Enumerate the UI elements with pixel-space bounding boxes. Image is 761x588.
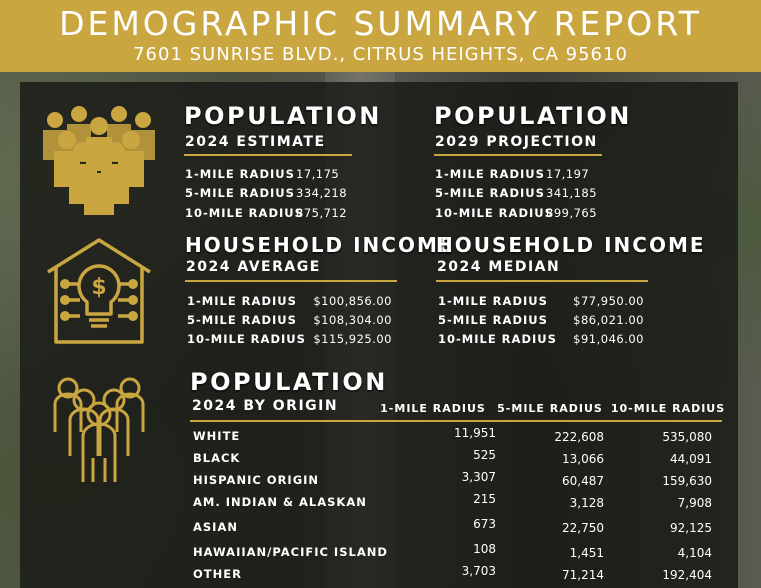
origin-row-value: 92,125 — [670, 521, 712, 535]
population-2024-title: POPULATION — [184, 102, 382, 130]
origin-row-value: 108 — [473, 542, 496, 556]
income-avg-row-value: $108,304.00 — [313, 313, 392, 327]
income-med-row-label: 5-MILE RADIUS — [438, 313, 548, 327]
pop2029-row-value: 899,765 — [546, 206, 598, 220]
pop2029-row-label: 10-MILE RADIUS — [435, 206, 554, 220]
origin-title: POPULATION — [190, 368, 388, 396]
pop2024-row-value: 334,218 — [296, 186, 348, 200]
report-address: 7601 SUNRISE BLVD., CITRUS HEIGHTS, CA 9… — [133, 44, 628, 65]
pop2024-row-value: 875,712 — [296, 206, 348, 220]
origin-row-value: 1,451 — [569, 546, 604, 560]
origin-row-value: 7,908 — [677, 496, 712, 510]
origin-row-value: 159,630 — [662, 474, 712, 488]
population-2024-rule — [184, 154, 352, 156]
origin-row-value: 13,066 — [562, 452, 604, 466]
origin-row-value: 3,128 — [569, 496, 604, 510]
report-title: DEMOGRAPHIC SUMMARY REPORT — [59, 4, 702, 43]
origin-column-header: 10-MILE RADIUS — [610, 402, 726, 415]
origin-subtitle: 2024 BY ORIGIN — [192, 398, 339, 414]
pop2024-row-label: 1-MILE RADIUS — [185, 167, 295, 181]
origin-row-value: 222,608 — [554, 430, 604, 444]
origin-row-value: 525 — [473, 448, 496, 462]
origin-row-value: 192,404 — [662, 568, 712, 582]
income-median-rule — [436, 280, 648, 282]
origin-row-value: 71,214 — [562, 568, 604, 582]
origin-row-label: HISPANIC ORIGIN — [193, 473, 320, 487]
origin-row-label: BLACK — [193, 451, 241, 465]
income-avg-row-label: 5-MILE RADIUS — [187, 313, 297, 327]
origin-row-value: 673 — [473, 517, 496, 531]
origin-row-value: 215 — [473, 492, 496, 506]
origin-column-header: 5-MILE RADIUS — [497, 402, 603, 415]
income-avg-row-value: $115,925.00 — [313, 332, 392, 346]
population-2029-title: POPULATION — [434, 102, 632, 130]
income-med-row-value: $91,046.00 — [573, 332, 644, 346]
pop2029-row-label: 1-MILE RADIUS — [435, 167, 545, 181]
house-lightbulb-dollar-icon: $ — [47, 238, 151, 344]
population-2029-rule — [434, 154, 602, 156]
origin-row-value: 11,951 — [454, 426, 496, 440]
income-med-row-value: $86,021.00 — [573, 313, 644, 327]
origin-row-value: 4,104 — [677, 546, 712, 560]
pop2024-row-label: 5-MILE RADIUS — [185, 186, 295, 200]
svg-text:$: $ — [91, 275, 106, 300]
pop2024-row-label: 10-MILE RADIUS — [185, 206, 304, 220]
header-banner: DEMOGRAPHIC SUMMARY REPORT 7601 SUNRISE … — [0, 0, 761, 72]
pop2029-row-value: 341,185 — [546, 186, 598, 200]
income-average-title: HOUSEHOLD INCOME — [185, 233, 455, 257]
income-average-subtitle: 2024 AVERAGE — [186, 259, 321, 275]
origin-row-label: WHITE — [193, 429, 241, 443]
income-avg-row-value: $100,856.00 — [313, 294, 392, 308]
origin-row-label: AM. INDIAN & ALASKAN — [193, 495, 367, 509]
origin-row-value: 3,307 — [461, 470, 496, 484]
income-avg-row-label: 1-MILE RADIUS — [187, 294, 297, 308]
income-avg-row-label: 10-MILE RADIUS — [187, 332, 306, 346]
origin-rule — [190, 420, 722, 422]
origin-row-value: 3,703 — [461, 564, 496, 578]
income-med-row-label: 10-MILE RADIUS — [438, 332, 557, 346]
people-outline-icon — [53, 377, 145, 482]
people-group-icon — [43, 106, 155, 215]
origin-row-value: 44,091 — [670, 452, 712, 466]
income-median-title: HOUSEHOLD INCOME — [436, 233, 706, 257]
origin-row-label: HAWAIIAN/PACIFIC ISLAND — [193, 545, 388, 559]
population-2024-subtitle: 2024 ESTIMATE — [185, 134, 326, 150]
origin-row-value: 60,487 — [562, 474, 604, 488]
pop2029-row-label: 5-MILE RADIUS — [435, 186, 545, 200]
income-med-row-value: $77,950.00 — [573, 294, 644, 308]
origin-column-header: 1-MILE RADIUS — [380, 402, 486, 415]
origin-row-label: OTHER — [193, 567, 242, 581]
origin-row-value: 22,750 — [562, 521, 604, 535]
population-2029-subtitle: 2029 PROJECTION — [435, 134, 598, 150]
income-average-rule — [185, 280, 397, 282]
income-median-subtitle: 2024 MEDIAN — [437, 259, 561, 275]
origin-row-value: 535,080 — [662, 430, 712, 444]
pop2024-row-value: 17,175 — [296, 167, 340, 181]
pop2029-row-value: 17,197 — [546, 167, 590, 181]
income-med-row-label: 1-MILE RADIUS — [438, 294, 548, 308]
origin-row-label: ASIAN — [193, 520, 238, 534]
